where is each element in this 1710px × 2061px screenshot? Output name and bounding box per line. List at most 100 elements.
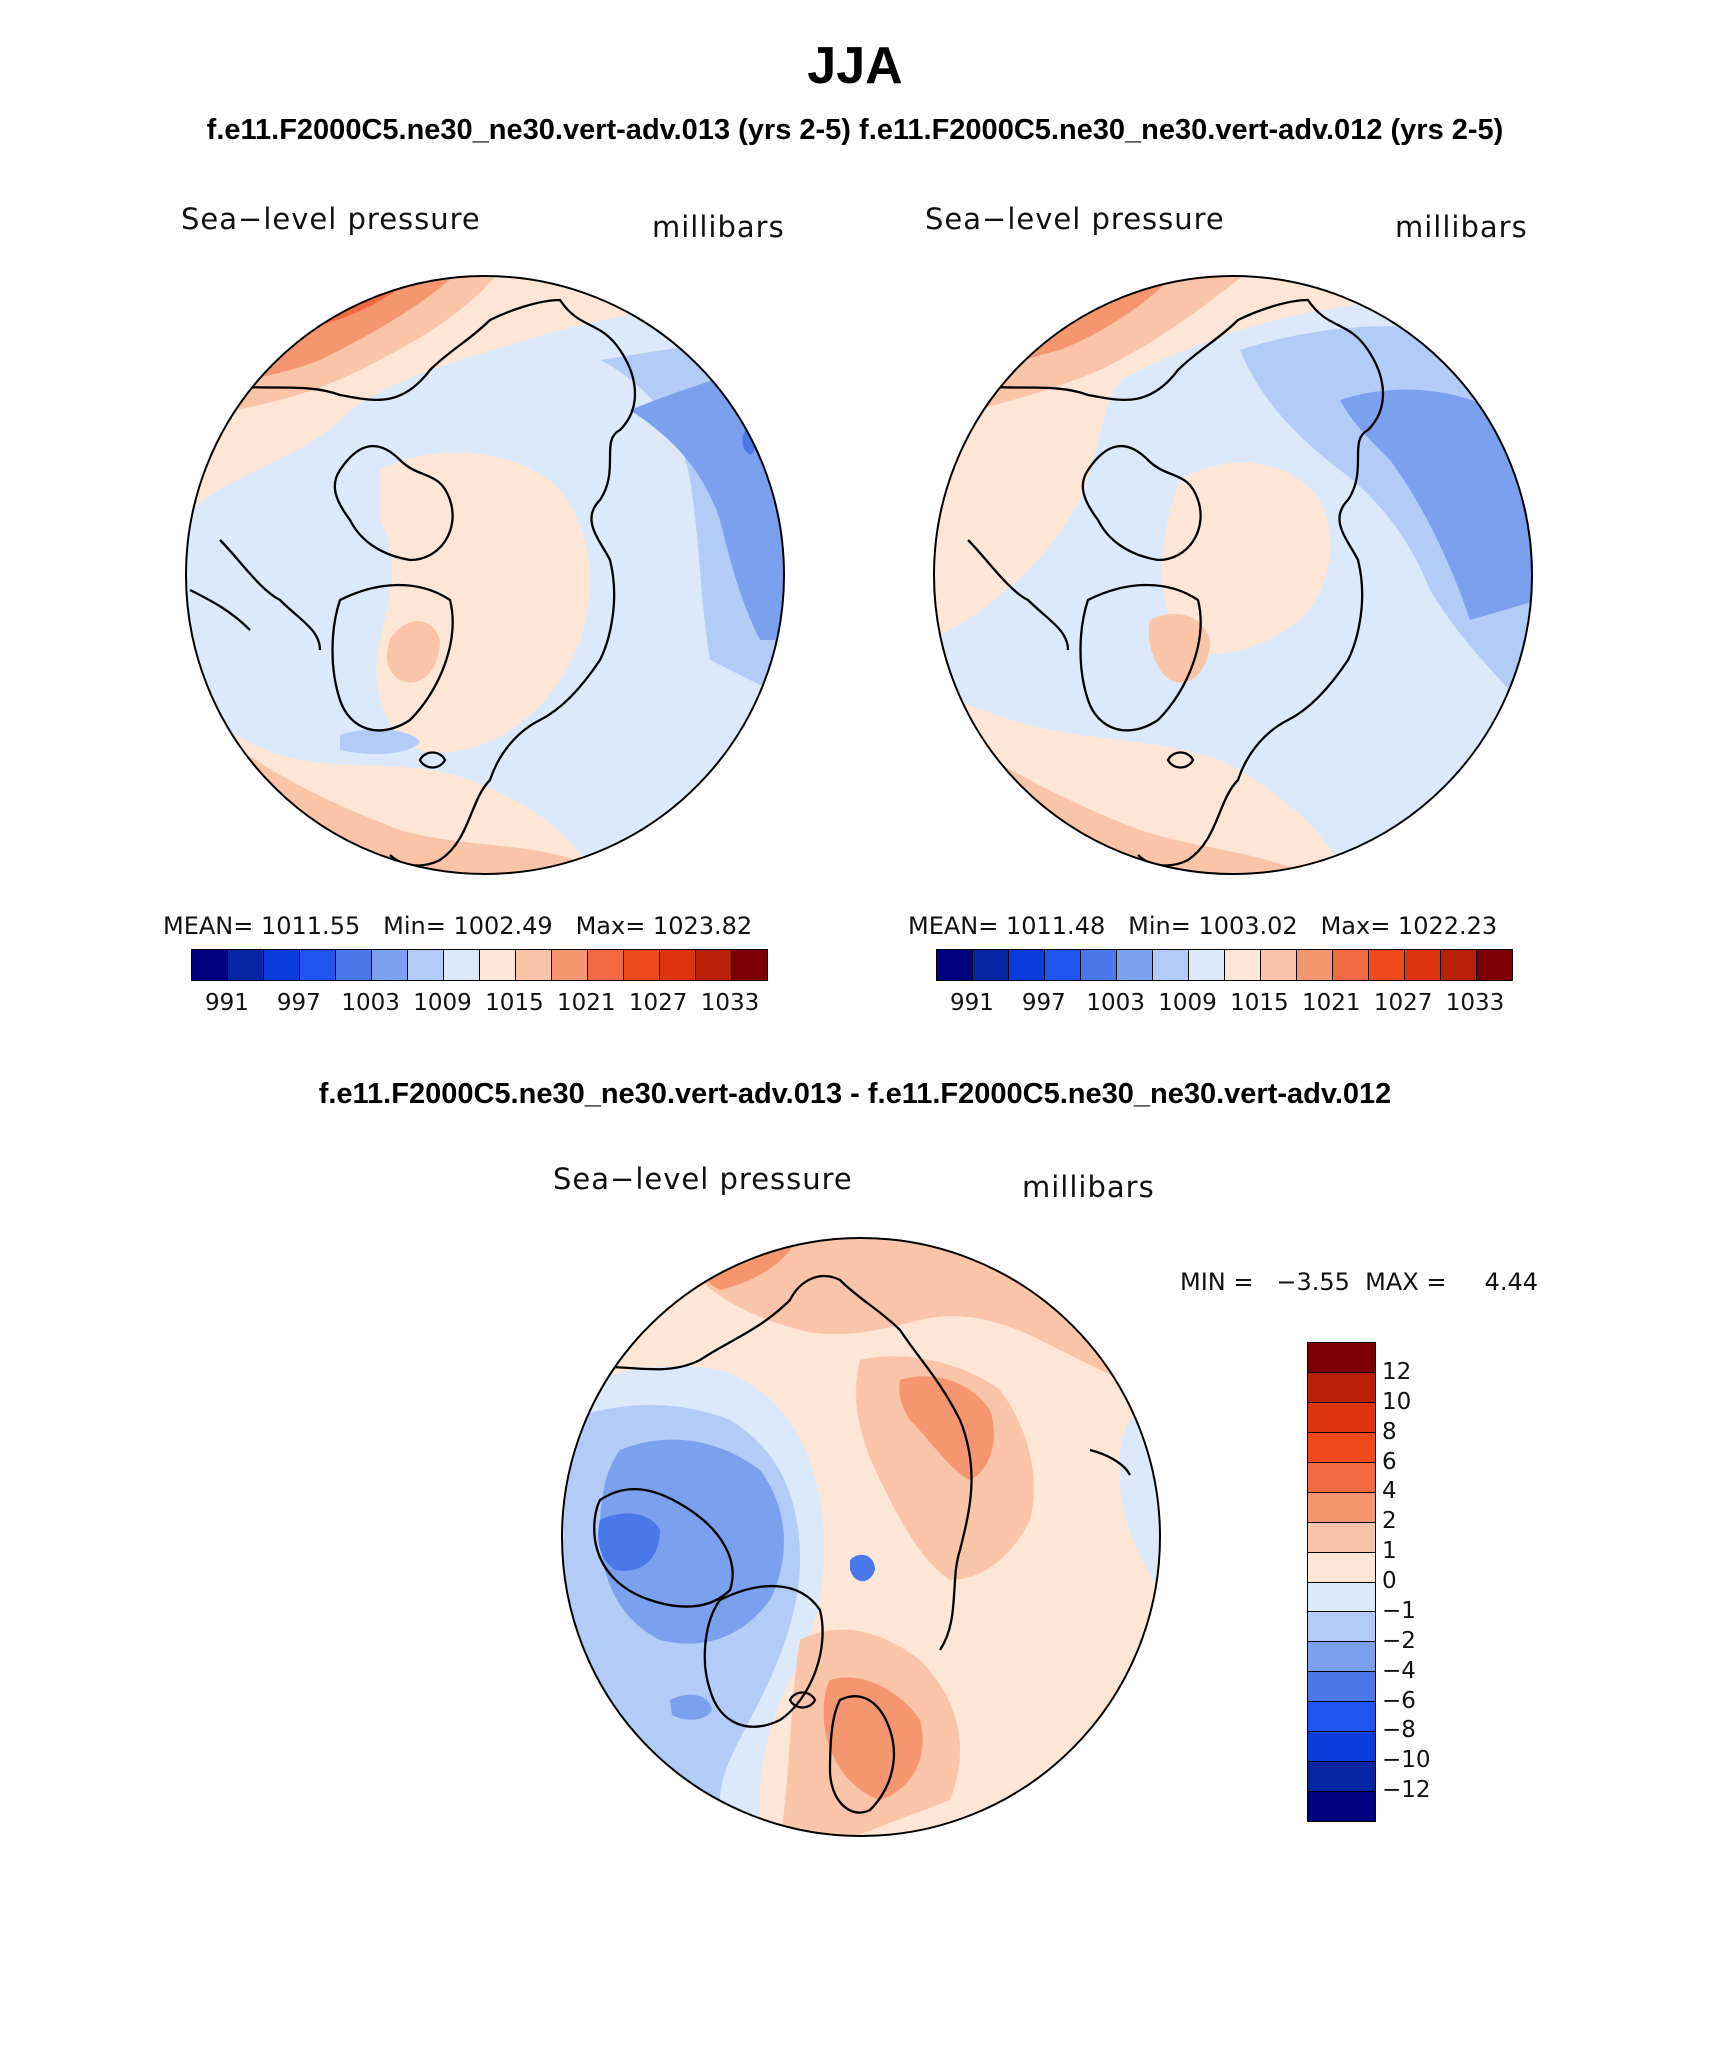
colorbar-tick-label: 1 [1382,1538,1397,1565]
right-coastlines [952,298,1385,867]
colorbar-swatch [1308,1642,1375,1673]
colorbar-swatch [1308,1582,1375,1613]
colorbar-swatch [1308,1702,1375,1733]
colorbar-swatch [1225,950,1261,980]
diff-title: f.e11.F2000C5.ne30_ne30.vert-adv.013 - f… [318,1078,1392,1110]
colorbar-tick-label: −1 [1382,1597,1416,1624]
colorbar-tick-label: 1021 [557,990,616,1016]
colorbar-swatch [336,950,372,980]
colorbar-tick-label: 6 [1382,1448,1397,1475]
colorbar-swatch [1308,1462,1375,1493]
colorbar-swatch [552,950,588,980]
colorbar-tick-label: −10 [1382,1747,1431,1774]
colorbar-swatch [1297,950,1333,980]
right-colorbar-ticks: 991 997 1003 1009 1015 1021 1027 1033 [936,990,1511,1020]
colorbar-tick-label: −12 [1382,1777,1431,1804]
colorbar-swatch [408,950,444,980]
colorbar-swatch [1308,1792,1375,1821]
colorbar-tick-label: 1021 [1302,990,1361,1016]
colorbar-swatch [1153,950,1189,980]
colorbar-swatch [1405,950,1441,980]
colorbar-tick-label: 1027 [628,990,688,1016]
figure-subtitle: f.e11.F2000C5.ne30_ne30.vert-adv.013 (yr… [0,114,1710,147]
colorbar-tick-label: 0 [1382,1568,1397,1594]
colorbar-swatch [660,950,696,980]
diff-map-fill [562,1238,1160,1836]
colorbar-tick-label: 4 [1382,1478,1397,1505]
colorbar-tick-label: 1027 [1373,990,1433,1016]
diff-variable-label: Sea−level pressure [553,1162,853,1196]
right-colorbar [936,949,1513,981]
colorbar-swatch [1308,1552,1375,1583]
diff-colorbar-ticks: 12 10 8 6 4 2 1 0 −1 −2 −4 −6 −8 −10 −12 [1382,1342,1462,1820]
colorbar-swatch [1261,950,1297,980]
colorbar-tick-label: 1009 [413,990,472,1016]
diff-colorbar [1307,1342,1376,1822]
colorbar-tick-label: 8 [1382,1418,1397,1445]
colorbar-swatch [588,950,624,980]
right-variable-label: Sea−level pressure [925,202,1225,236]
left-colorbar-ticks: 991 997 1003 1009 1015 1021 1027 1033 [191,990,766,1020]
colorbar-tick-label: 2 [1382,1508,1397,1535]
colorbar-swatch [1308,1762,1375,1793]
right-map-fill [934,276,1532,874]
colorbar-swatch [480,950,516,980]
diff-coastlines [579,1275,1132,1814]
colorbar-tick-label: 1033 [1445,990,1505,1016]
diff-stats: MIN = −3.55 MAX = 4.44 [1180,1268,1539,1296]
colorbar-swatch [264,950,300,980]
colorbar-tick-label: 1003 [1086,990,1145,1016]
left-map-fill [186,276,784,874]
colorbar-tick-label: 997 [1021,990,1066,1016]
colorbar-swatch [1308,1522,1375,1553]
colorbar-swatch [444,950,480,980]
colorbar-swatch [1045,950,1081,980]
colorbar-swatch [1081,950,1117,980]
left-coastlines [189,298,637,867]
colorbar-tick-label: 10 [1382,1388,1412,1415]
subtitle-right: f.e11.F2000C5.ne30_ne30.vert-adv.012 (yr… [859,114,1504,146]
colorbar-swatch [1308,1372,1375,1403]
colorbar-swatch [1308,1612,1375,1643]
colorbar-swatch [1308,1432,1375,1463]
colorbar-swatch [1308,1672,1375,1703]
colorbar-tick-label: 1015 [1230,990,1289,1016]
colorbar-swatch [937,950,973,980]
colorbar-swatch [1308,1732,1375,1763]
colorbar-tick-label: 991 [204,990,249,1016]
colorbar-swatch [192,950,228,980]
colorbar-swatch [732,950,767,980]
colorbar-tick-label: −2 [1382,1627,1416,1654]
colorbar-tick-label: −8 [1382,1717,1416,1744]
colorbar-swatch [1369,950,1405,980]
colorbar-swatch [1189,950,1225,980]
colorbar-swatch [1477,950,1512,980]
colorbar-swatch [624,950,660,980]
colorbar-tick-label: 997 [276,990,321,1016]
right-stats: MEAN= 1011.48 Min= 1003.02 Max= 1022.23 [908,912,1498,940]
colorbar-swatch [372,950,408,980]
colorbar-tick-label: 1033 [700,990,760,1016]
colorbar-swatch [1009,950,1045,980]
colorbar-tick-label: −4 [1382,1657,1416,1684]
left-units-label: millibars [652,210,785,244]
colorbar-swatch [973,950,1009,980]
left-colorbar [191,949,768,981]
left-stats: MEAN= 1011.55 Min= 1002.49 Max= 1023.82 [163,912,753,940]
colorbar-swatch [300,950,336,980]
colorbar-tick-label: 12 [1382,1358,1412,1385]
colorbar-swatch [1308,1343,1375,1373]
colorbar-swatch [696,950,732,980]
colorbar-swatch [1441,950,1477,980]
colorbar-tick-label: 1009 [1158,990,1217,1016]
left-variable-label: Sea−level pressure [181,202,481,236]
colorbar-tick-label: 1015 [485,990,544,1016]
subtitle-left: f.e11.F2000C5.ne30_ne30.vert-adv.013 (yr… [206,114,851,146]
colorbar-tick-label: 1003 [341,990,400,1016]
colorbar-swatch [1333,950,1369,980]
colorbar-swatch [1308,1492,1375,1523]
colorbar-swatch [516,950,552,980]
colorbar-swatch [1117,950,1153,980]
colorbar-tick-label: 991 [949,990,994,1016]
